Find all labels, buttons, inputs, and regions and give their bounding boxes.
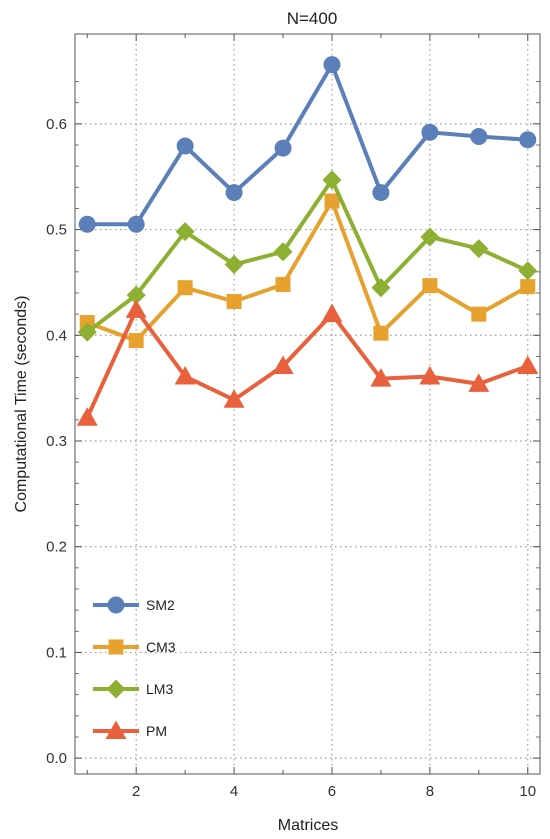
data-point-lm3 xyxy=(518,261,538,281)
y-tick-label: 0.5 xyxy=(46,222,67,239)
data-point-pm xyxy=(272,355,294,374)
legend-marker xyxy=(108,639,124,655)
plot-frame xyxy=(74,33,541,775)
data-point-cm3 xyxy=(128,333,144,349)
legend-marker xyxy=(105,720,127,739)
chart-title: N=400 xyxy=(287,9,338,28)
series-layer xyxy=(76,56,539,426)
data-point-lm3 xyxy=(77,322,97,342)
y-tick-label: 0.4 xyxy=(46,327,67,344)
data-point-sm2 xyxy=(78,215,96,233)
data-point-lm3 xyxy=(469,239,489,259)
data-point-cm3 xyxy=(324,193,340,209)
y-tick-label: 0.3 xyxy=(46,433,67,450)
legend: SM2 CM3 LM3 PM xyxy=(93,596,176,739)
series-line-lm3 xyxy=(86,177,529,334)
data-point-sm2 xyxy=(323,56,341,74)
data-point-sm2 xyxy=(470,128,488,146)
series-lm3 xyxy=(77,170,538,342)
data-point-cm3 xyxy=(275,277,291,293)
data-point-sm2 xyxy=(176,137,194,155)
data-point-lm3 xyxy=(273,242,293,262)
y-tick-label: 0.6 xyxy=(46,116,67,133)
x-tick-label: 8 xyxy=(426,783,434,800)
legend-item-cm3: CM3 xyxy=(93,639,176,655)
series-line-pm xyxy=(85,307,529,419)
y-axis-label: Computational Time (seconds) xyxy=(13,296,30,513)
data-point-cm3 xyxy=(422,278,438,294)
x-tick-label: 10 xyxy=(519,783,536,800)
axis-ticks: 2 4 6 8 10 0.0 0.1 0.2 0.3 0.4 0.5 0.6 xyxy=(46,34,540,800)
x-tick-label: 6 xyxy=(328,783,336,800)
legend-label: PM xyxy=(146,723,167,739)
data-point-lm3 xyxy=(175,222,195,242)
data-point-sm2 xyxy=(274,139,292,157)
data-point-pm xyxy=(468,373,490,392)
legend-label: CM3 xyxy=(146,639,176,655)
data-point-pm xyxy=(76,407,98,426)
legend-marker xyxy=(107,596,125,614)
data-point-pm xyxy=(517,355,539,374)
data-point-sm2 xyxy=(372,184,390,202)
data-point-pm xyxy=(419,366,441,385)
series-line-cm3 xyxy=(86,199,529,343)
data-point-lm3 xyxy=(322,170,342,190)
data-point-sm2 xyxy=(127,215,145,233)
data-point-cm3 xyxy=(471,306,487,322)
data-point-sm2 xyxy=(421,123,439,141)
data-point-pm xyxy=(370,368,392,387)
y-tick-label: 0.0 xyxy=(46,750,67,767)
data-point-pm xyxy=(125,299,147,318)
legend-marker xyxy=(106,679,126,699)
data-point-pm xyxy=(174,366,196,385)
legend-item-sm2: SM2 xyxy=(93,596,175,614)
series-sm2 xyxy=(78,56,537,233)
data-point-cm3 xyxy=(79,315,95,331)
legend-label: SM2 xyxy=(146,597,175,613)
data-point-sm2 xyxy=(519,131,537,149)
y-tick-label: 0.2 xyxy=(46,539,67,556)
data-point-sm2 xyxy=(225,184,243,202)
series-pm xyxy=(76,299,539,426)
y-tick-label: 0.1 xyxy=(46,644,67,661)
series-cm3 xyxy=(79,193,536,349)
data-point-cm3 xyxy=(373,325,389,341)
data-point-lm3 xyxy=(371,278,391,298)
data-point-cm3 xyxy=(226,293,242,309)
legend-label: LM3 xyxy=(146,681,173,697)
data-point-pm xyxy=(223,389,245,408)
x-axis-label: Matrices xyxy=(278,817,338,834)
data-point-lm3 xyxy=(126,285,146,305)
data-point-lm3 xyxy=(420,227,440,247)
series-line-sm2 xyxy=(87,62,528,227)
x-tick-label: 2 xyxy=(132,783,140,800)
legend-item-pm: PM xyxy=(93,720,167,739)
data-point-cm3 xyxy=(177,280,193,296)
data-point-lm3 xyxy=(224,254,244,274)
grid-lines xyxy=(75,34,540,774)
x-tick-label: 4 xyxy=(230,783,238,800)
legend-item-lm3: LM3 xyxy=(93,679,173,699)
data-point-pm xyxy=(321,303,343,323)
data-point-cm3 xyxy=(520,279,536,295)
